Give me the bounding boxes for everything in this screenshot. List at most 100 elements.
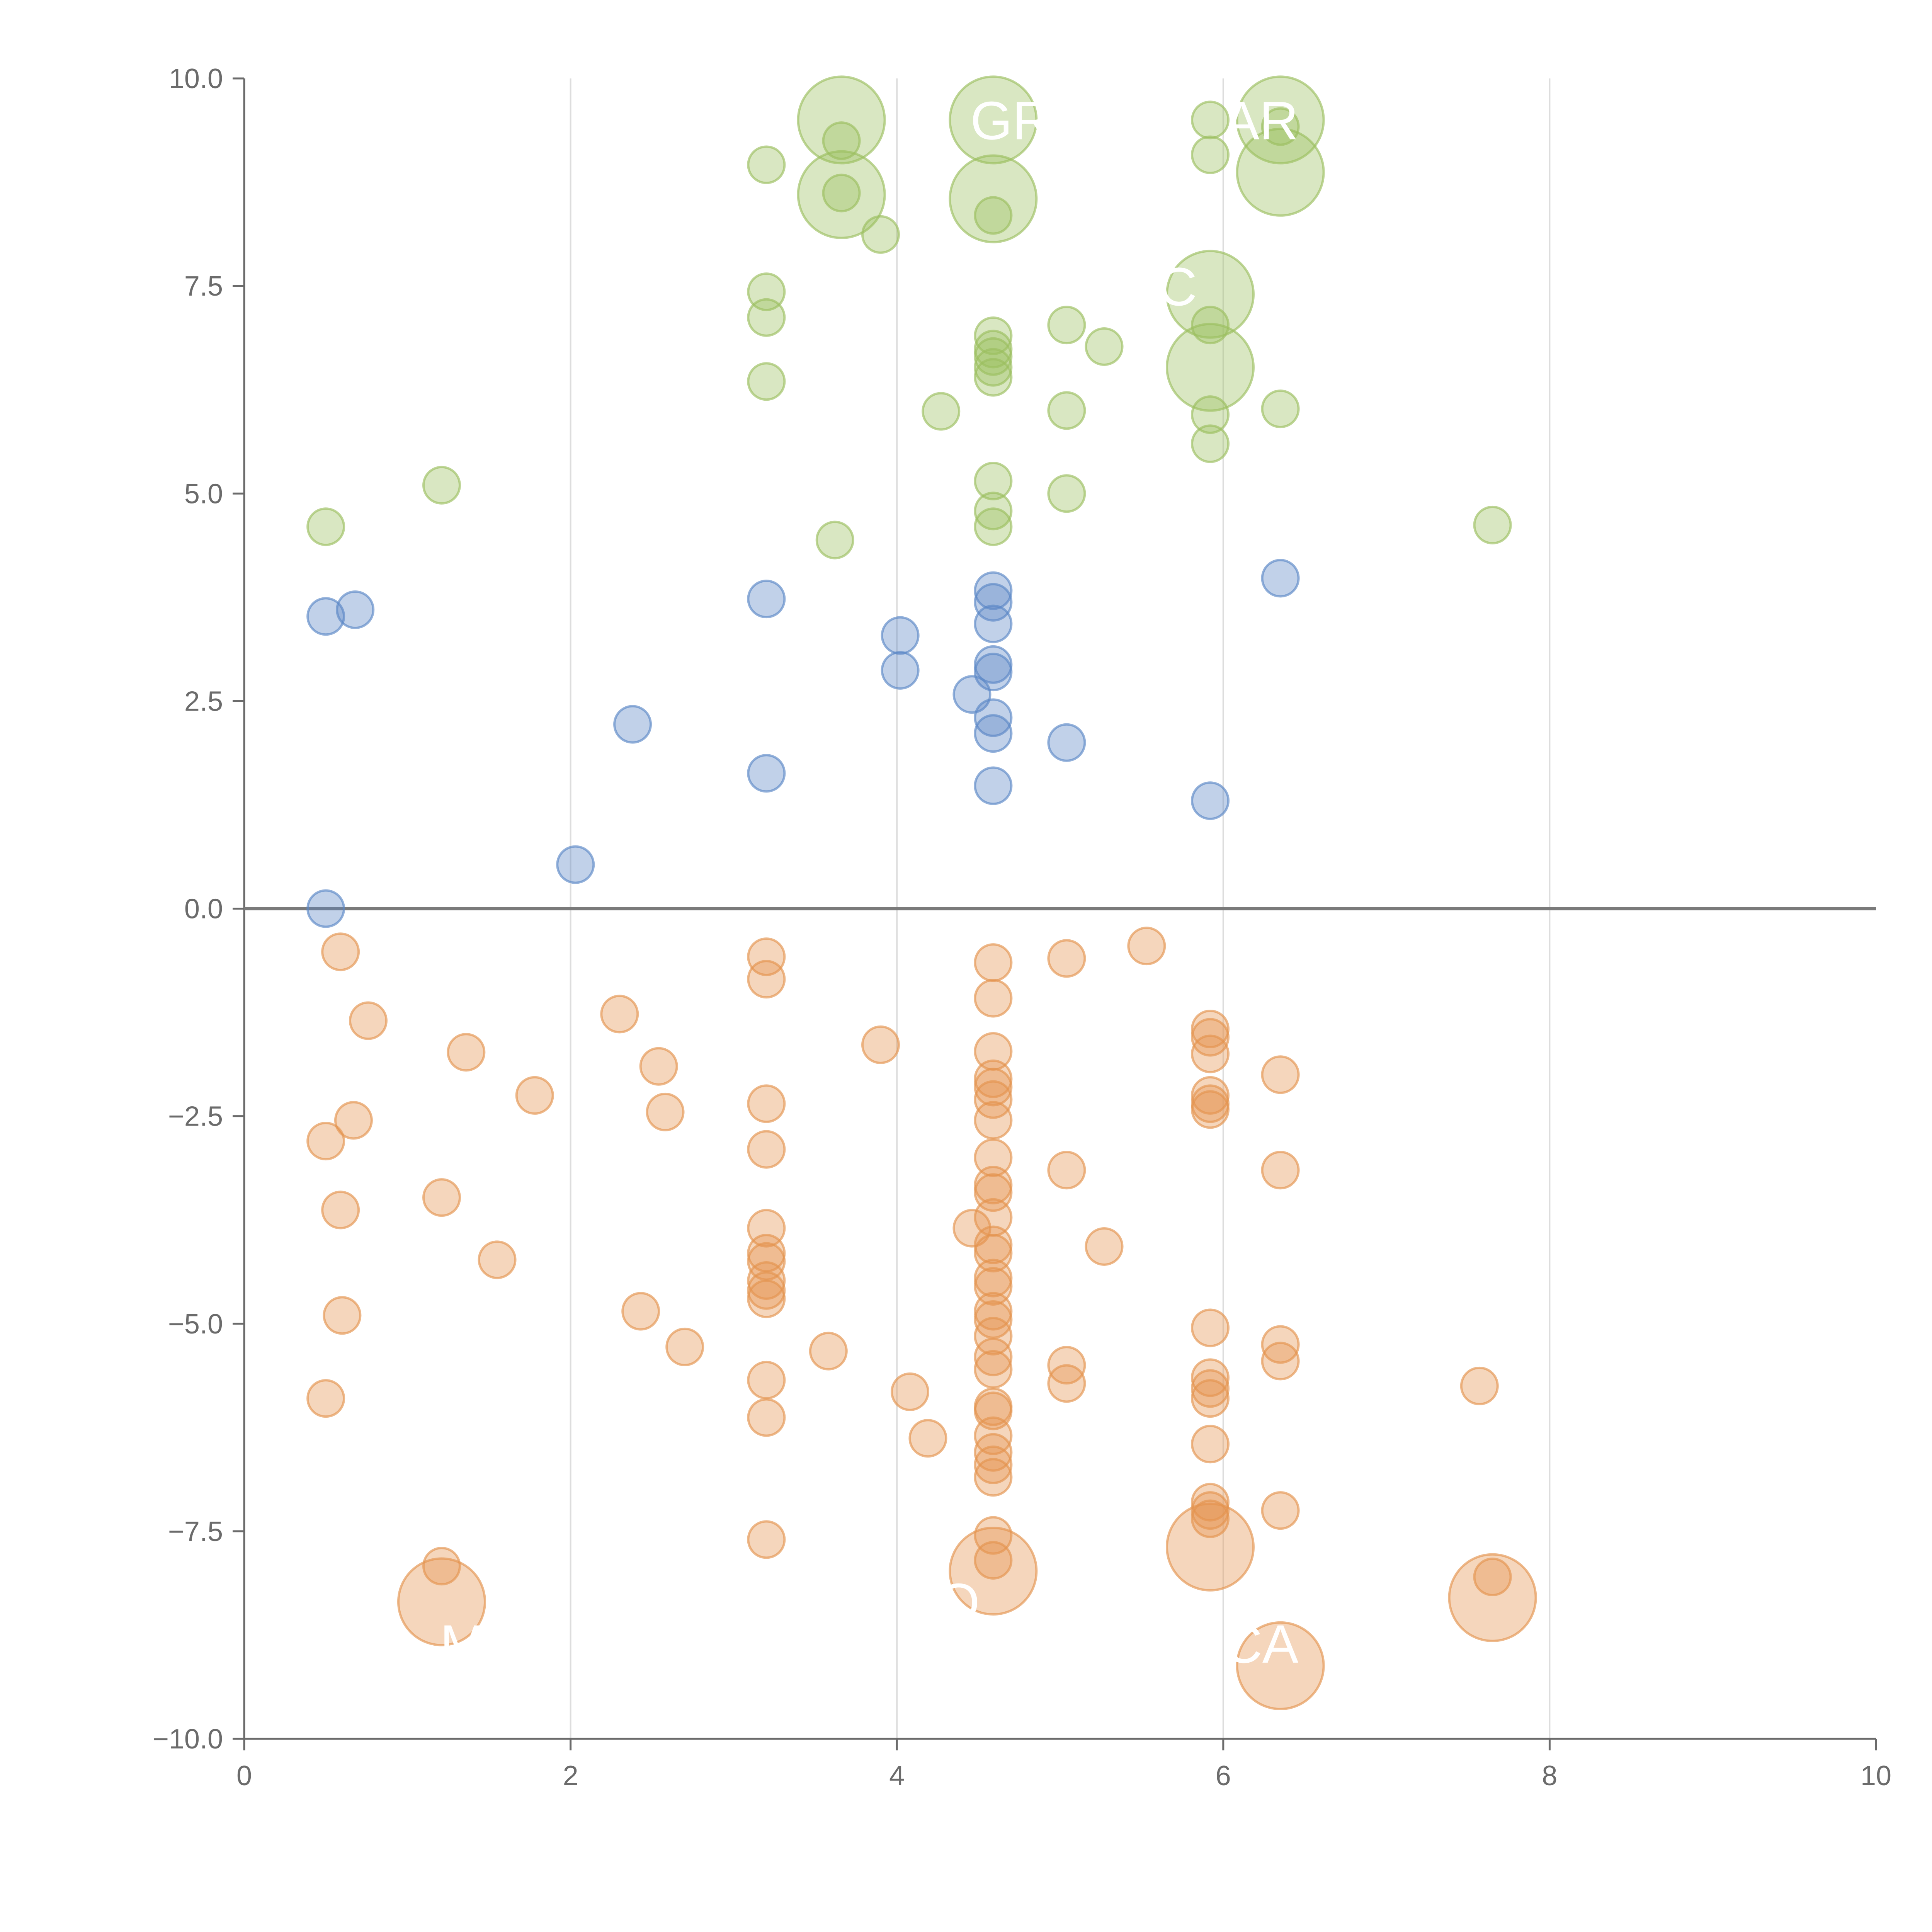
orange-point [974, 943, 1013, 982]
orange-point [1191, 1425, 1230, 1464]
orange-point [621, 1292, 660, 1331]
x-tick-label: 6 [1216, 1760, 1231, 1791]
green-point [1191, 424, 1230, 463]
blue-point [881, 651, 920, 690]
green-point [822, 121, 861, 160]
orange-point [974, 1101, 1013, 1140]
orange-point [1191, 1090, 1230, 1129]
blue-point [1191, 781, 1230, 820]
blue-point [1047, 723, 1086, 762]
annotation-label: AR [1223, 90, 1298, 151]
orange-point [1236, 1621, 1325, 1710]
green-point [822, 173, 861, 213]
orange-point [1166, 1502, 1255, 1592]
orange-point [974, 1458, 1013, 1497]
orange-point [747, 1520, 786, 1559]
green-point [1166, 323, 1255, 412]
green-point [1261, 389, 1300, 429]
green-point [974, 462, 1013, 501]
orange-point [974, 1259, 1013, 1298]
y-tick-label: 2.5 [184, 686, 223, 717]
blue-point [974, 766, 1013, 805]
orange-point [321, 1190, 360, 1230]
orange-point [600, 995, 639, 1034]
orange-point [1191, 1358, 1230, 1397]
blue-point [881, 616, 920, 655]
orange-point [974, 1416, 1013, 1455]
orange-point [747, 1361, 786, 1400]
annotation-label: C [1158, 256, 1197, 317]
blue-point [974, 698, 1013, 737]
orange-point [397, 1557, 486, 1646]
orange-point [747, 960, 786, 999]
orange-point [1191, 1379, 1230, 1418]
orange-point [890, 1372, 929, 1411]
green-point [747, 145, 786, 184]
green-point [1166, 250, 1255, 339]
annotation-label: CA [1223, 1614, 1299, 1674]
green-point [1473, 505, 1512, 544]
orange-point [1127, 927, 1166, 966]
green-point [815, 520, 854, 560]
orange-point [747, 1271, 786, 1310]
annotations: GR AR C M O CA [440, 90, 1299, 1674]
orange-point [306, 1122, 345, 1161]
orange-point [1261, 1342, 1300, 1381]
orange-point [974, 1068, 1013, 1107]
blue-point [974, 714, 1013, 753]
green-point [974, 358, 1013, 397]
orange-point [515, 1076, 554, 1115]
orange-point [1047, 1151, 1086, 1190]
orange-point [1191, 1018, 1230, 1057]
green-point [1261, 107, 1300, 146]
green-point [949, 75, 1038, 165]
green-point [1191, 135, 1230, 174]
green-point [306, 507, 345, 546]
green-point [1047, 474, 1086, 513]
orange-point [747, 937, 786, 976]
green-point [974, 316, 1013, 355]
orange-point [323, 1296, 362, 1335]
orange-point [974, 979, 1013, 1018]
orange-point [646, 1092, 685, 1131]
blue-point [306, 597, 345, 636]
green-point [747, 362, 786, 401]
orange-point [1047, 939, 1086, 978]
blue-point [1261, 559, 1300, 598]
orange-point [422, 1178, 461, 1217]
annotation-label: GR [970, 90, 1051, 151]
green-point [1191, 395, 1230, 434]
green-point [1047, 306, 1086, 345]
green-point [1085, 327, 1124, 366]
x-tick-label: 8 [1542, 1760, 1557, 1791]
x-tick-label: 10 [1861, 1760, 1891, 1791]
green-point [1047, 391, 1086, 430]
blue-point [974, 604, 1013, 643]
y-tick-label: 7.5 [184, 271, 223, 302]
orange-point [1191, 1491, 1230, 1530]
orange-point [974, 1541, 1013, 1580]
blue-point [974, 571, 1013, 610]
y-tick-label: −5.0 [168, 1309, 223, 1340]
green-point [974, 196, 1013, 235]
green-point [1191, 100, 1230, 139]
orange-point [974, 1138, 1013, 1177]
orange-point [1261, 1055, 1300, 1094]
orange-point [1460, 1366, 1499, 1405]
green-point [747, 298, 786, 337]
orange-point [1448, 1553, 1537, 1642]
green-point [1236, 75, 1325, 165]
y-tick-label: 5.0 [184, 478, 223, 509]
green-point [861, 215, 900, 254]
orange-point [1261, 1151, 1300, 1190]
orange-point [974, 1059, 1013, 1098]
x-tick-label: 2 [563, 1760, 578, 1791]
orange-point [747, 1130, 786, 1169]
orange-point [1191, 1369, 1230, 1408]
annotation-label: O [938, 1572, 980, 1633]
annotation-label: M [440, 1614, 485, 1674]
orange-point [747, 1398, 786, 1437]
orange-point [349, 1001, 388, 1040]
orange-point [974, 1316, 1013, 1355]
